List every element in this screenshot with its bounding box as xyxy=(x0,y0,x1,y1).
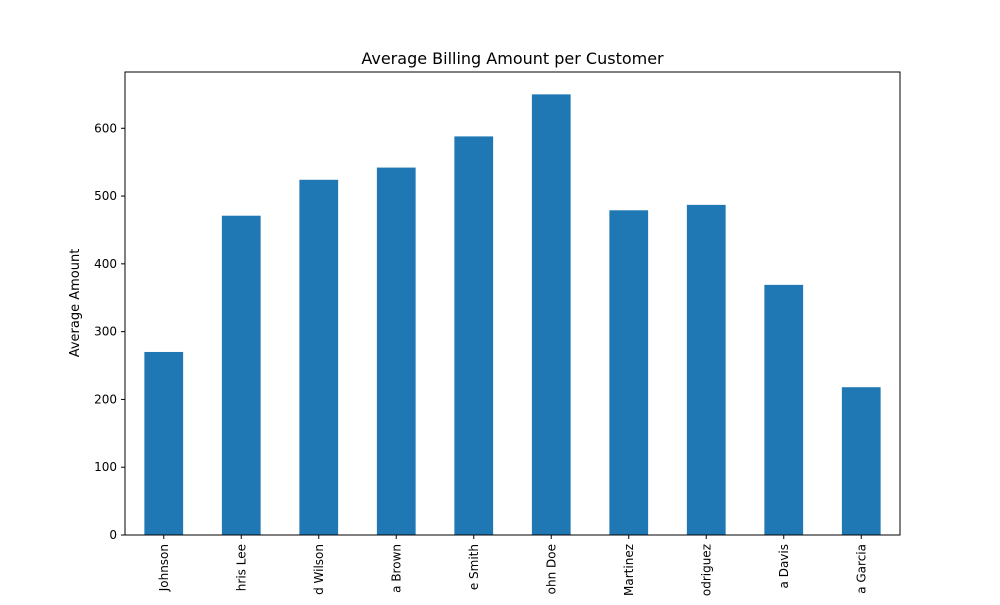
bar-6 xyxy=(609,210,649,536)
x-tick-label: e Smith xyxy=(467,544,481,590)
x-tick-label: d Wilson xyxy=(312,544,326,595)
bar-5 xyxy=(531,94,571,536)
x-tick-label: ohn Doe xyxy=(544,544,558,594)
y-tick-label: 400 xyxy=(94,257,117,271)
bar-2 xyxy=(299,179,339,535)
bars-group xyxy=(144,94,881,536)
x-tick-label: hris Lee xyxy=(234,544,248,591)
y-tick-label: 300 xyxy=(94,325,117,339)
y-tick-label: 100 xyxy=(94,460,117,474)
bar-1 xyxy=(221,215,261,535)
bar-0 xyxy=(144,351,184,535)
bar-8 xyxy=(764,284,804,535)
x-tick-label: Johnson xyxy=(157,544,171,592)
bar-7 xyxy=(686,204,726,535)
bar-3 xyxy=(376,167,416,535)
x-ticks-group: Johnson hris Lee d Wilson a Brown e Smith ohn… xyxy=(157,535,868,596)
bar-9 xyxy=(841,387,881,535)
y-ticks-group: 0 100 200 300 400 500 600 xyxy=(94,121,125,542)
x-tick-label: a Davis xyxy=(777,544,791,588)
x-tick-label: Martinez xyxy=(622,544,636,596)
x-tick-label: a Garcia xyxy=(854,544,868,594)
x-tick-label: a Brown xyxy=(389,544,403,593)
y-tick-label: 600 xyxy=(94,121,117,135)
plot-frame xyxy=(124,71,901,536)
bar-4 xyxy=(454,136,494,535)
y-tick-label: 0 xyxy=(109,528,117,542)
chart-title: Average Billing Amount per Customer xyxy=(361,49,664,68)
y-tick-label: 500 xyxy=(94,189,117,203)
y-tick-label: 200 xyxy=(94,392,117,406)
x-tick-label: odriguez xyxy=(699,544,713,596)
y-axis-label: Average Amount xyxy=(68,249,83,358)
